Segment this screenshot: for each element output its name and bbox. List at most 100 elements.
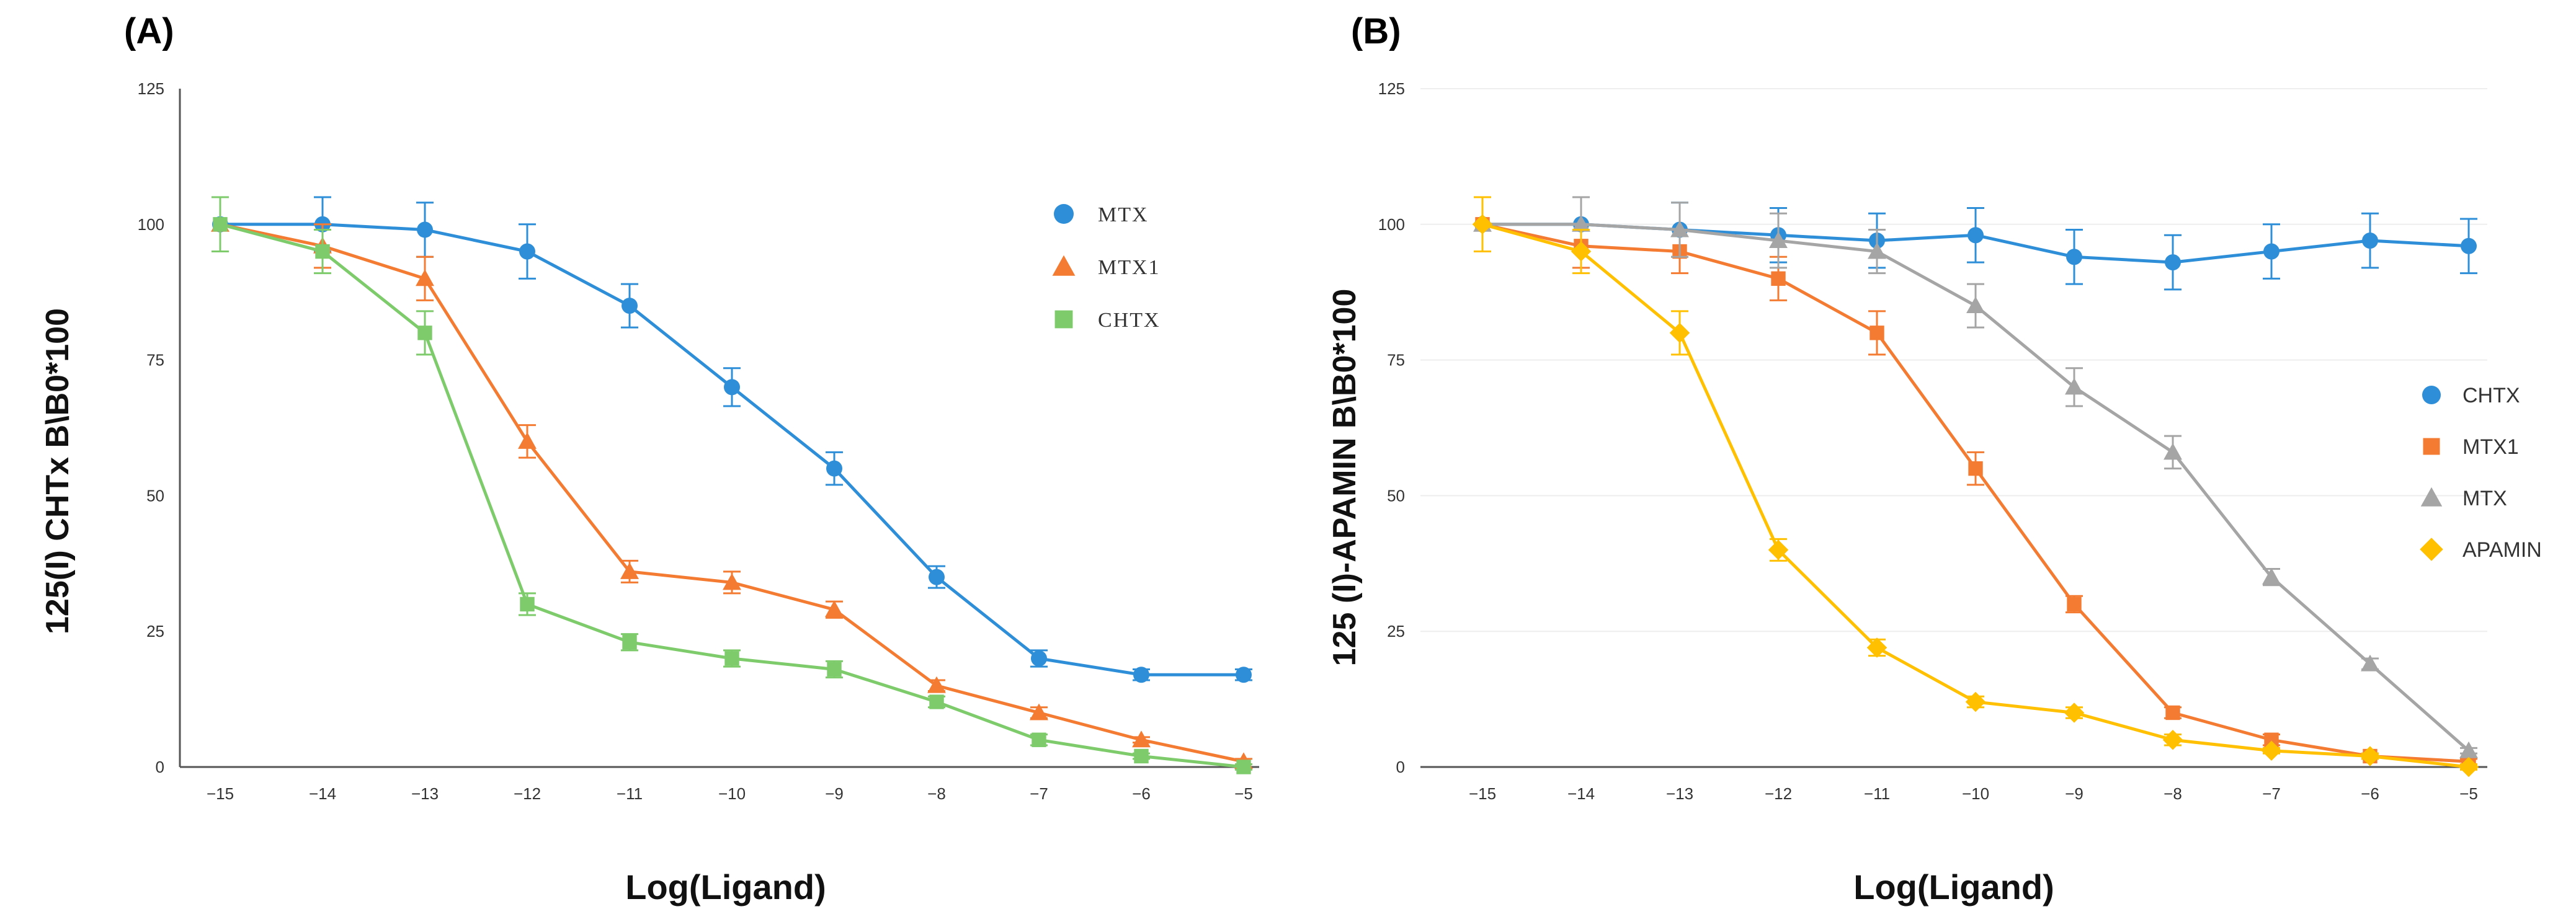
panel-b-data-point [2262,567,2281,585]
panel-b-data-point [1965,691,1986,712]
panel-a-y-tick-label: 25 [146,622,164,641]
panel-b-legend-item[interactable]: MTX1 [2423,435,2519,459]
panel-a-x-axis-title: Log(Ligand) [625,867,826,906]
panel-a-data-point [519,243,535,260]
panel-b-legend-label: CHTX [2462,384,2520,407]
panel-a-data-point [1236,760,1251,774]
panel-b-data-point [1669,322,1690,344]
panel-a-legend[interactable]: MTX MTX1 CHTX [1052,203,1161,332]
panel-a-legend-item[interactable]: MTX [1054,203,1149,226]
panel-b-data-point [2065,378,2084,395]
panel-b-legend-marker [2420,538,2443,561]
panel-a-series-chtx [212,196,1252,774]
panel-a-data-point [622,298,638,314]
panel-a-y-tick-label: 100 [138,215,164,234]
panel-a-legend-marker [1054,204,1074,224]
panel-b-x-tick-label: −7 [2262,784,2281,803]
panel-a-data-point [1134,748,1149,764]
panel-b-data-point [2066,249,2082,265]
panel-b-data-point [2458,756,2479,778]
panel-a-legend-item[interactable]: CHTX [1054,309,1161,332]
panel-a-y-tick-label: 50 [146,486,164,505]
panel-a-data-point [213,217,228,232]
panel-a-y-tick-label: 75 [146,351,164,370]
panel-b-y-tick-label: 25 [1387,622,1405,641]
panel-b-legend[interactable]: CHTX MTX1 MTX APAMIN [2420,384,2542,562]
panel-b-data-point [2164,443,2182,460]
panel-b-data-point [1472,214,1493,235]
panel-b-data-point [1870,326,1884,340]
panel-a-data-point [825,600,844,618]
panel-b-data-point [1670,220,1689,237]
panel-b-x-tick-label: −11 [1864,784,1890,803]
panel-b-legend-marker [2422,386,2441,404]
panel-a-x-tick-label: −8 [927,784,946,803]
panel-b-x-tick-label: −14 [1567,784,1595,803]
panel-b-x-tick-label: −15 [1469,784,1496,803]
panel-a-data-point [1132,730,1151,748]
panel-a-data-point [622,635,637,650]
panel-b-data-point [1966,296,1985,314]
panel-a-data-point [929,569,945,585]
panel-a-series-mtx [212,196,1252,683]
panel-a-series-mtx1 [211,196,1253,769]
panel-b-data-point [1968,461,1983,476]
panel-b-series-mtx [1473,196,2478,758]
panel-b-data-point [2064,703,2085,723]
panel-a-x-tick-label: −12 [514,784,541,803]
panel-a-legend-marker [1054,310,1073,329]
panel-b-x-tick-label: −13 [1666,784,1693,803]
panel-b-data-point [1866,637,1887,658]
panel-b-series-mtx1 [1474,196,2477,769]
panel-b-data-point [2361,654,2379,672]
panel-b-y-axis-title: 125 (I)-APAMIN B\B0*100 [1327,289,1363,667]
panel-b-data-point [2459,741,2478,758]
panel-a-legend-item[interactable]: MTX1 [1052,255,1161,279]
panel-b-legend-item[interactable]: CHTX [2422,384,2520,407]
panel-a-y-tick-label: 125 [138,79,164,98]
panel-a-data-point [827,662,842,677]
panel-b-legend-label: MTX1 [2462,435,2519,459]
panel-a-x-tick-label: −9 [825,784,844,803]
panel-b-legend-item[interactable]: MTX [2420,487,2507,510]
panel-a-data-point [929,694,944,709]
panel-b-legend-label: MTX [2462,487,2507,510]
panel-a-x-tick-label: −6 [1132,784,1151,803]
panel-b-legend-marker [2420,487,2443,507]
panel-b-data-point [2362,233,2378,249]
panel-b-data-point [1968,227,1984,244]
panel-b-data-point [2461,237,2477,254]
panel-b-grid [1420,88,2487,632]
panel-b-data-point [2165,705,2180,720]
panel-a-y-ticks: 0 25 50 75 100 125 [138,79,164,776]
panel-b-data-point [2162,729,2183,750]
panel-a-y-axis-title: 125(I) CHTx B\B0*100 [40,308,76,634]
panel-a-data-point [417,326,432,340]
panel-a-data-point [1031,650,1047,667]
panel-a-data-point [1032,732,1046,747]
panel-b-legend-item[interactable]: APAMIN [2420,538,2542,562]
panel-b-x-ticks: −15 −14 −13 −12 −11 −10 −9 −8 −7 −6 −5 [1469,784,2478,803]
panel-b-data-point [1768,539,1789,561]
panel-a-series [211,196,1253,774]
panel-b-x-tick-label: −6 [2361,784,2379,803]
panel-b-label: (B) [1351,11,1401,51]
panel-a-data-point [416,269,434,286]
panel-a-legend-label: MTX1 [1098,256,1161,279]
panel-a-x-tick-label: −14 [309,784,336,803]
panel-a-data-point [1030,703,1048,720]
panel-b-data-point [2261,740,2282,761]
panel-a-x-tick-label: −11 [617,784,643,803]
panel-b-x-tick-label: −12 [1765,784,1792,803]
panel-b-data-point [2360,746,2381,766]
panel-b-legend-marker [2423,438,2440,455]
panel-a-x-tick-label: −5 [1234,784,1253,803]
panel-a-data-point [520,596,535,612]
panel-b-y-tick-label: 125 [1378,79,1405,98]
panel-a-data-point [723,573,741,590]
panel-b-data-point [2263,243,2280,260]
panel-b-x-tick-label: −5 [2459,784,2478,803]
panel-a-data-point [620,562,639,579]
panel-b-data-point [1572,215,1590,232]
